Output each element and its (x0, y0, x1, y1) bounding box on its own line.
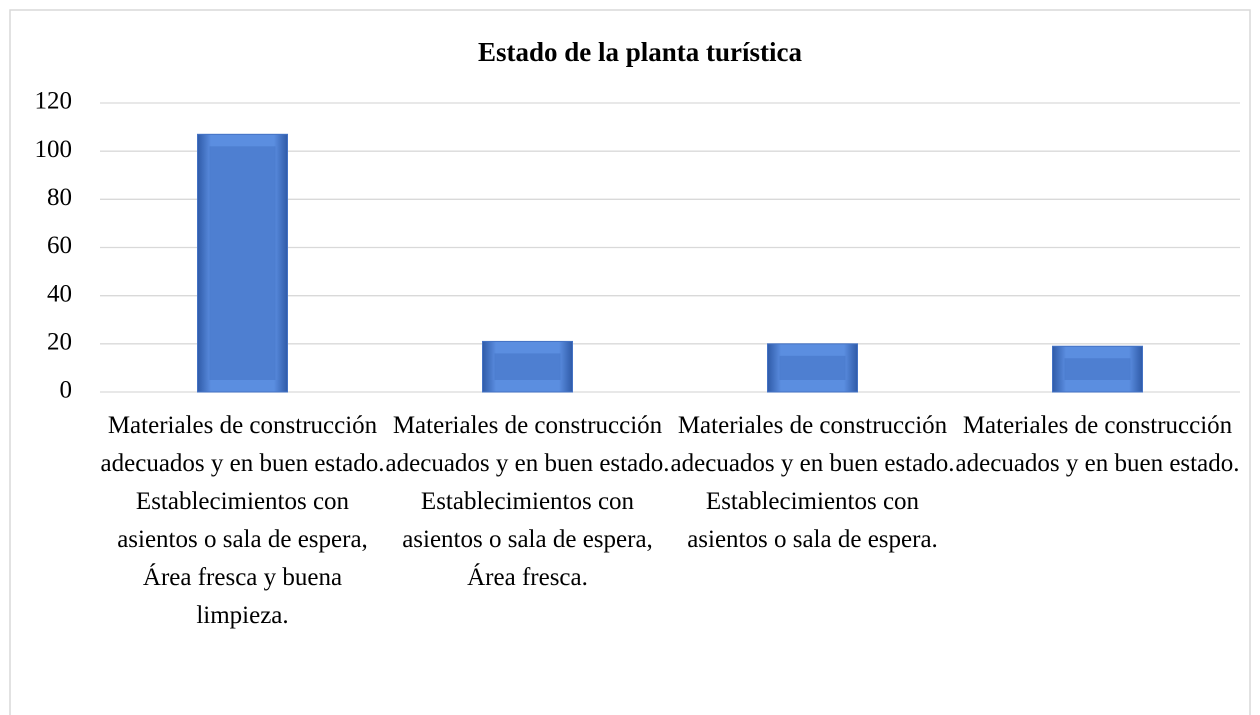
y-tick-label: 120 (35, 88, 73, 115)
y-tick-label: 0 (60, 377, 73, 404)
bar-face (779, 355, 846, 380)
x-tick-label: Materiales de construcción adecuados y e… (670, 412, 955, 553)
x-tick-label: Materiales de construcción adecuados y e… (955, 412, 1240, 477)
y-tick-label: 20 (47, 329, 72, 356)
y-tick-label: 60 (47, 232, 72, 259)
y-tick-label: 40 (47, 280, 72, 307)
chart-border (9, 9, 1251, 715)
x-tick-label: Materiales de construcción adecuados y e… (100, 412, 385, 629)
y-tick-label: 100 (35, 136, 73, 163)
bar-face (1064, 358, 1131, 380)
bar-face (209, 146, 276, 380)
bar-face (494, 353, 561, 380)
y-tick-label: 80 (47, 184, 72, 211)
chart-title: Estado de la planta turística (478, 37, 803, 67)
x-tick-label: Materiales de construcción adecuados y e… (385, 412, 670, 591)
